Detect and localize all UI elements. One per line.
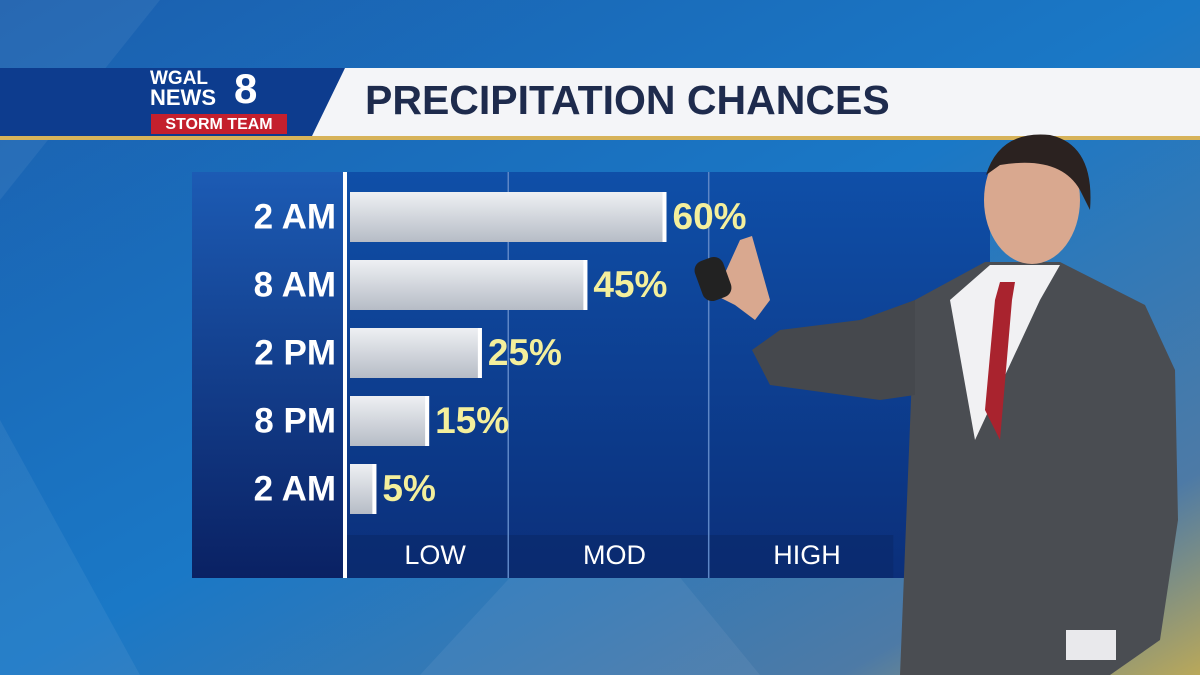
bar-edge (425, 396, 430, 446)
presenter (694, 134, 1178, 675)
logo-text: STORM TEAM (165, 116, 272, 133)
bar (350, 260, 588, 310)
bar (350, 464, 377, 514)
bar-edge (662, 192, 667, 242)
value-label: 15% (435, 400, 509, 441)
logo-number: 8 (234, 65, 257, 112)
title-band (312, 68, 1200, 136)
axis-line (343, 172, 347, 578)
logo-text: WGAL (150, 68, 208, 89)
category-label: 2 PM (254, 333, 336, 372)
value-label: 5% (382, 468, 435, 509)
label-panel (192, 172, 343, 578)
category-label: 2 AM (254, 197, 336, 236)
category-label: 2 AM (254, 469, 336, 508)
value-label: 60% (673, 196, 747, 237)
category-label: 8 AM (254, 265, 336, 304)
header-rule (0, 136, 1200, 140)
band-label: HIGH (773, 540, 841, 570)
value-label: 25% (488, 332, 562, 373)
bar (350, 328, 482, 378)
band-label: LOW (404, 540, 466, 570)
chart-title: PRECIPITATION CHANCES (365, 77, 890, 123)
band-strip (347, 535, 894, 578)
chart: LOW MOD HIGH 2 AM 60% 8 AM 45% 2 PM 25% 8 PM 15% 2 … (254, 172, 894, 578)
background-facets (0, 0, 760, 675)
band-label: MOD (583, 540, 646, 570)
logo-text: NEWS (150, 85, 216, 110)
bar-edge (477, 328, 482, 378)
logo-badge (151, 114, 287, 134)
bar-edge (583, 260, 588, 310)
bar-edge (372, 464, 377, 514)
bar (350, 396, 430, 446)
value-label: 45% (593, 264, 667, 305)
bar (350, 192, 667, 242)
category-label: 8 PM (254, 401, 336, 440)
